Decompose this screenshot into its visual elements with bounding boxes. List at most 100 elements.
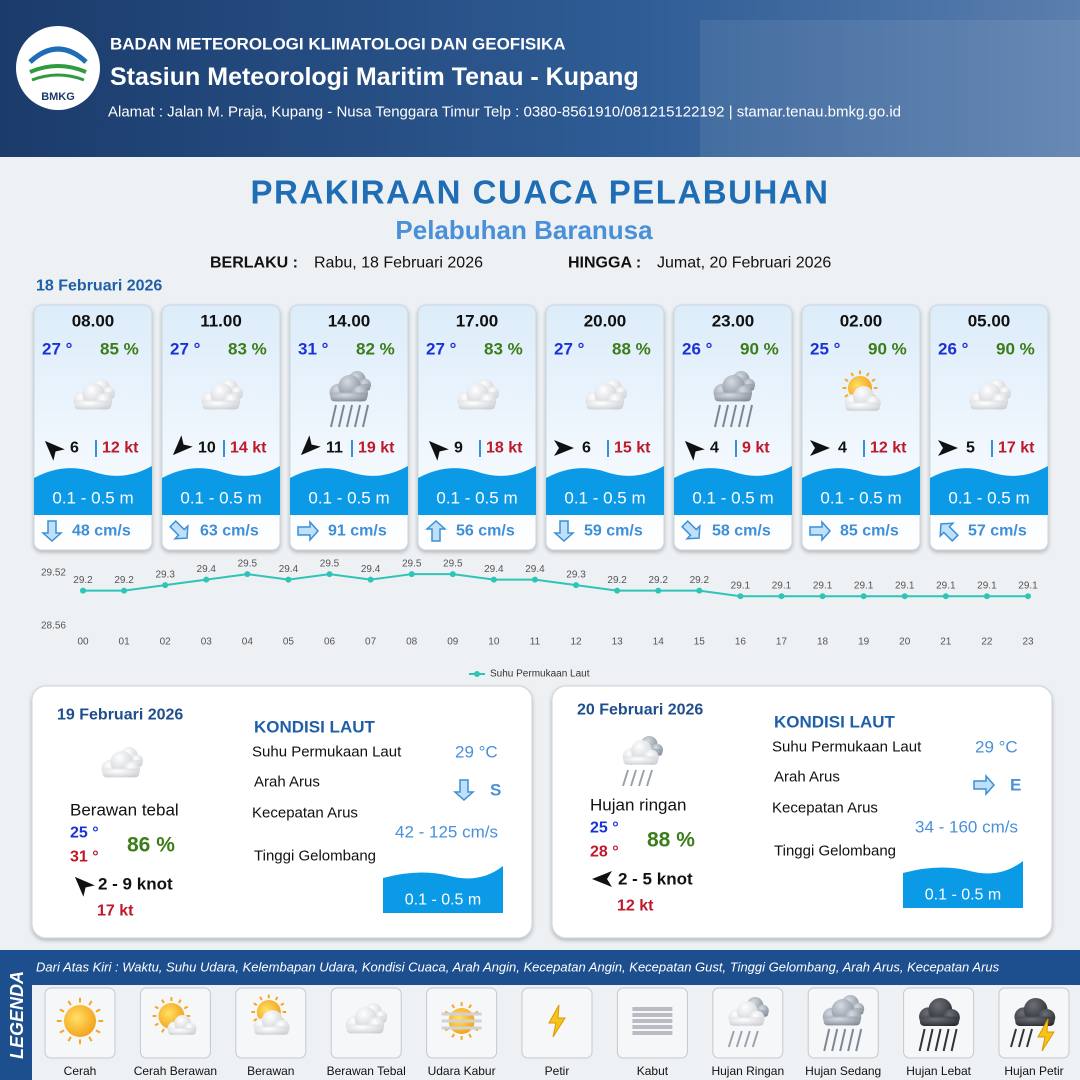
- rain-drop: [638, 769, 645, 787]
- cloud-part: [845, 402, 880, 411]
- humidity: 88 %: [612, 340, 651, 359]
- rain-drop: [338, 404, 345, 428]
- humidity: 83 %: [484, 340, 523, 359]
- time: 02.00: [840, 312, 883, 331]
- sun-ray: [451, 1033, 455, 1038]
- rain-drop: [934, 1028, 942, 1052]
- x-tick-label: 06: [324, 637, 336, 648]
- weather-icon: [632, 1007, 673, 1035]
- sst-point: [778, 593, 785, 600]
- wind-speed: 9: [454, 440, 463, 457]
- legend-item-label: Cerah Berawan: [134, 1064, 217, 1078]
- date: 20 Februari 2026: [577, 702, 703, 719]
- gust: 12 kt: [617, 898, 654, 915]
- sst-point: [983, 593, 990, 600]
- current-speed: 91 cm/s: [328, 523, 387, 540]
- temp-min: 25 °: [70, 825, 99, 842]
- rain-drop: [714, 404, 721, 428]
- sun-ray: [154, 1022, 159, 1027]
- lightning: [1037, 1018, 1055, 1052]
- sst-point: [737, 593, 744, 600]
- humidity: 90 %: [996, 340, 1035, 359]
- rain-drop: [354, 404, 361, 428]
- data-label: 29.4: [279, 564, 299, 575]
- validity-label: BERLAKU :: [210, 255, 298, 272]
- field-label: Kecepatan Arus: [772, 800, 878, 817]
- data-label: 29.1: [854, 581, 874, 592]
- cloud-part: [729, 1017, 764, 1026]
- current-speed: 85 cm/s: [840, 523, 899, 540]
- wave-band: [162, 466, 280, 515]
- x-tick-label: 22: [981, 637, 993, 648]
- wind-speed: 4: [838, 440, 847, 457]
- sun-ray: [259, 996, 263, 1001]
- current-arrow: [681, 520, 701, 540]
- wave-height: 0.1 - 0.5 m: [564, 489, 645, 508]
- x-tick-label: 08: [406, 637, 418, 648]
- sst-point: [573, 582, 580, 589]
- sst-point: [326, 571, 333, 578]
- rain-drop: [1010, 1028, 1017, 1048]
- wave-band: [34, 466, 152, 515]
- sun-ray: [844, 394, 849, 398]
- sst-point: [1025, 593, 1031, 600]
- weather-icon: [842, 370, 881, 411]
- temperature: 26 °: [938, 340, 969, 359]
- legend-item-label: Cerah: [64, 1064, 97, 1078]
- address: Alamat : Jalan M. Praja, Kupang - Nusa T…: [108, 104, 901, 121]
- wave-height: 0.1 - 0.5 m: [405, 892, 481, 909]
- sea-heading: KONDISI LAUT: [774, 713, 896, 732]
- sst-line: [83, 573, 1028, 598]
- current-direction: E: [1010, 776, 1021, 795]
- legend-item-label: Petir: [545, 1064, 570, 1078]
- subtitle: Pelabuhan Baranusa: [395, 215, 653, 245]
- wind-arrow: [172, 435, 193, 456]
- field-label: Kecepatan Arus: [252, 805, 358, 822]
- current-arrow: [809, 520, 832, 542]
- weather-icon: [969, 379, 1011, 410]
- wind-speed: 4: [710, 440, 719, 457]
- weather-icon: [822, 995, 865, 1052]
- logo-arc: [31, 73, 85, 82]
- rain-drop: [330, 404, 337, 428]
- humidity: 86 %: [127, 834, 175, 857]
- x-tick-label: 09: [447, 637, 459, 648]
- humidity: 90 %: [740, 340, 779, 359]
- data-label: 29.3: [155, 570, 175, 581]
- legend-marker: [474, 671, 480, 677]
- x-tick-label: 00: [77, 637, 89, 648]
- weather-icon: [101, 747, 143, 778]
- data-label: 29.5: [402, 559, 422, 570]
- wind-arrow: [300, 435, 321, 456]
- cloud-part: [346, 1024, 384, 1034]
- cloud-part: [168, 1028, 196, 1035]
- current-arrow: [939, 522, 959, 542]
- data-label: 29.1: [772, 581, 792, 592]
- data-label: 29.1: [895, 581, 915, 592]
- weather-icon: [457, 379, 499, 410]
- data-label: 29.5: [443, 559, 463, 570]
- data-label: 29.1: [813, 581, 833, 592]
- data-label: 29.4: [484, 564, 504, 575]
- sun-ray: [161, 1028, 165, 1033]
- sst-point: [860, 593, 867, 600]
- cloud-part: [823, 1016, 861, 1026]
- field-label: Suhu Permukaan Laut: [252, 744, 402, 761]
- x-tick-label: 10: [488, 637, 500, 648]
- current-speed: 34 - 160 cm/s: [915, 818, 1018, 837]
- weather-icon: [73, 379, 115, 410]
- humidity: 85 %: [100, 340, 139, 359]
- sst-point: [121, 587, 128, 594]
- sst-point: [531, 576, 538, 583]
- time: 08.00: [72, 312, 115, 331]
- data-label: 29.1: [1018, 581, 1038, 592]
- x-tick-label: 14: [653, 637, 665, 648]
- header-background: [0, 0, 1080, 157]
- x-tick-label: 11: [530, 637, 541, 648]
- current-direction: S: [490, 781, 501, 800]
- sea-heading: KONDISI LAUT: [254, 718, 376, 737]
- wave-band: [418, 466, 536, 515]
- wind: 2 - 9 knot: [98, 875, 173, 894]
